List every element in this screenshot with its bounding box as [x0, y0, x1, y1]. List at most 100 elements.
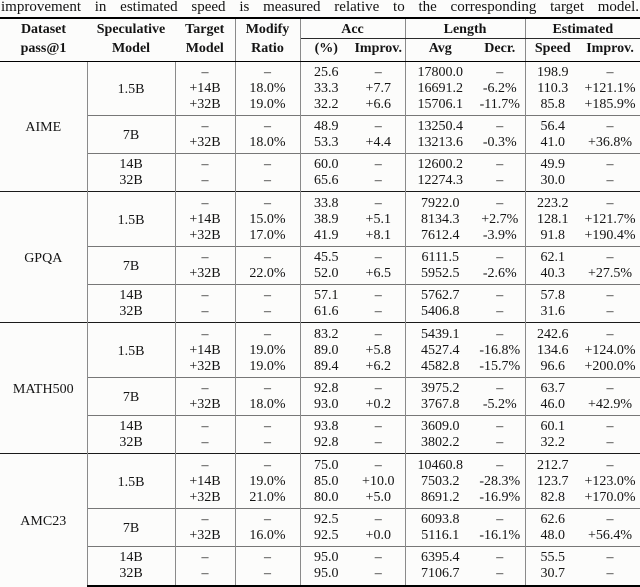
est-improv: – — [580, 246, 640, 266]
est-improv: – — [606, 435, 614, 450]
est-improv: – — [580, 322, 640, 343]
target-model: – — [175, 566, 236, 587]
target-model: +32B — [175, 359, 236, 378]
est-speed: 223.2 — [525, 191, 581, 212]
speculative-model: 32B — [87, 173, 176, 192]
target-model: – — [175, 173, 236, 192]
est-improv: – — [606, 65, 614, 80]
header-speculative-model: Model — [87, 38, 175, 62]
est-improv: – — [580, 284, 640, 304]
length-decr: – — [475, 284, 526, 304]
est-speed: 85.8 — [540, 97, 566, 112]
est-improv: +42.9% — [588, 397, 633, 412]
table-row: +14B 19.0% 85.0 +10.0 7503.2 -28.3% 123.7 +123.… — [0, 474, 640, 490]
est-speed: 63.7 — [525, 377, 581, 397]
acc-improv: – — [352, 153, 406, 173]
acc-pct: 92.5 — [314, 528, 339, 543]
est-improv: +121.7% — [584, 212, 636, 227]
est-speed: 49.9 — [525, 153, 581, 173]
table-row: +32B 18.0% 53.3 +4.4 13213.6 -0.3% 41.0 +36.8% — [0, 135, 640, 154]
acc-pct: 75.0 — [300, 453, 352, 474]
acc-pct: 52.0 — [314, 266, 339, 281]
table-row: +32B 16.0% 92.5 +0.0 5116.1 -16.1% 48.0 +56.4% — [0, 528, 640, 547]
speculative-model: 32B — [87, 566, 176, 587]
length-decr: -16.1% — [475, 528, 526, 547]
length-decr: -15.7% — [475, 359, 526, 378]
target-model: – — [175, 191, 236, 212]
length-avg: 6395.4 — [405, 546, 476, 566]
modify-ratio: – — [235, 415, 301, 435]
table-row: MATH500 1.5B – –83.2–5439.1–242.6– — [0, 322, 640, 454]
acc-pct: 89.0 — [314, 343, 339, 358]
modify-ratio: – — [235, 61, 301, 81]
table-row: 7B – –48.9–13250.4–56.4– — [0, 115, 640, 154]
est-speed: 30.0 — [540, 173, 566, 188]
target-model: +14B — [175, 212, 236, 228]
target-model: +14B — [175, 474, 236, 490]
target-model: – — [175, 304, 236, 323]
length-decr: – — [475, 246, 526, 266]
modify-ratio: – — [235, 435, 301, 454]
speculative-model: 7B — [87, 246, 176, 285]
speculative-model: 1.5B — [87, 453, 176, 509]
length-decr: – — [475, 415, 526, 435]
modify-ratio: 17.0% — [235, 228, 301, 247]
table-row: 14B – –93.8–3609.0–60.1– — [0, 415, 640, 435]
modify-ratio: – — [235, 566, 301, 587]
length-decr: -5.2% — [475, 397, 526, 416]
header-target-model: Model — [175, 38, 236, 62]
table-row: +32B 17.0% 41.9 +8.1 7612.4 -3.9% 91.8 +190.4% — [0, 228, 640, 247]
target-model: +14B — [175, 81, 236, 97]
table-row: 14B – –60.0–12600.2–49.9– — [0, 153, 640, 173]
target-model: – — [175, 284, 236, 304]
est-improv: +56.4% — [588, 528, 633, 543]
acc-improv: – — [352, 246, 406, 266]
target-model: +14B — [175, 343, 236, 359]
length-avg: 4582.8 — [421, 359, 460, 374]
acc-pct: 32.2 — [314, 97, 339, 112]
est-improv: +36.8% — [588, 135, 633, 150]
modify-ratio: – — [235, 304, 301, 323]
length-avg: 3767.8 — [421, 397, 460, 412]
est-speed: 82.8 — [540, 490, 566, 505]
target-model: +32B — [175, 266, 236, 285]
est-improv: – — [580, 415, 640, 435]
est-speed: 55.5 — [525, 546, 581, 566]
est-speed: 48.0 — [540, 528, 566, 543]
target-model: – — [175, 546, 236, 566]
speculative-model: 7B — [87, 508, 176, 547]
length-avg: 7106.7 — [405, 566, 476, 587]
acc-improv: – — [352, 377, 406, 397]
length-avg: 6111.5 — [405, 246, 476, 266]
header-acc-improv: Improv. — [352, 38, 406, 62]
dataset-label: AIME — [0, 61, 88, 192]
est-improv: – — [580, 377, 640, 397]
length-avg: 7503.2 — [421, 474, 460, 489]
speculative-model: 1.5B — [87, 322, 176, 378]
table-row: 32B – –65.6–12274.3–30.0– — [0, 173, 640, 192]
header-row-1: Dataset Speculative Target Modify Acc Le… — [0, 17, 640, 39]
target-model: +32B — [175, 528, 236, 547]
speculative-model: 32B — [87, 435, 176, 454]
length-decr: – — [475, 304, 526, 323]
dataset-label: GPQA — [0, 191, 88, 323]
est-improv: +121.1% — [584, 81, 636, 96]
acc-improv: – — [352, 191, 406, 212]
length-decr: – — [475, 377, 526, 397]
table-row: +14B 15.0% 38.9 +5.1 8134.3 +2.7% 128.1 +121.7% — [0, 212, 640, 228]
est-speed: 91.8 — [540, 228, 566, 243]
modify-ratio: 19.0% — [235, 97, 301, 116]
target-model: – — [175, 61, 236, 81]
acc-improv: +6.2 — [352, 359, 406, 378]
length-avg: 5762.7 — [405, 284, 476, 304]
length-avg: 5439.1 — [405, 322, 476, 343]
est-speed: 110.3 — [537, 81, 569, 96]
acc-improv: +4.4 — [352, 135, 406, 154]
length-decr: -2.6% — [475, 266, 526, 285]
length-avg: 15706.1 — [417, 97, 464, 112]
table-row: 7B – –92.5–6093.8–62.6– — [0, 508, 640, 547]
acc-improv: – — [352, 322, 406, 343]
length-decr: -11.7% — [475, 97, 526, 116]
modify-ratio: – — [235, 115, 301, 135]
table-row: +14B 18.0% 33.3 +7.7 16691.2 -6.2% 110.3 +121.1… — [0, 81, 640, 97]
